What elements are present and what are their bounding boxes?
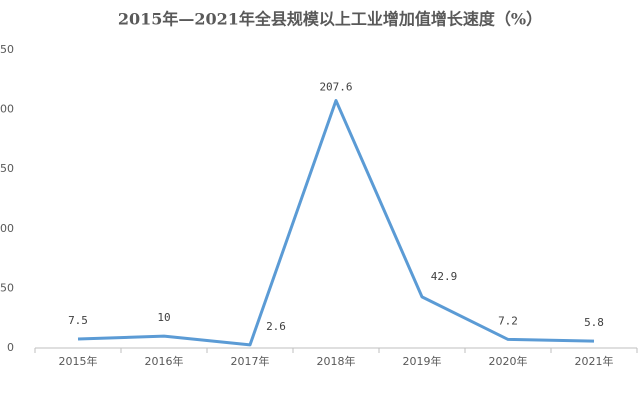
y-tick-label: 250 xyxy=(0,43,14,56)
y-tick-label: 0 xyxy=(7,341,14,354)
y-tick-label: 50 xyxy=(0,281,14,294)
data-label: 7.5 xyxy=(68,314,88,327)
x-tick-label: 2019年 xyxy=(403,354,442,368)
x-tick-label: 2017年 xyxy=(231,354,270,368)
y-tick-label: 150 xyxy=(0,162,14,175)
x-tick-label: 2016年 xyxy=(145,354,184,368)
x-tick-label: 2020年 xyxy=(489,354,528,368)
data-label: 42.9 xyxy=(431,270,458,283)
x-tick-label: 2015年 xyxy=(59,354,98,368)
x-tick-label: 2018年 xyxy=(317,354,356,368)
x-tick-label: 2021年 xyxy=(575,354,614,368)
y-tick-label: 200 xyxy=(0,103,14,116)
data-label: 10 xyxy=(157,311,170,324)
data-label: 7.2 xyxy=(498,314,518,327)
line xyxy=(77,99,595,347)
chart-title: 2015年—2021年全县规模以上工业增加值增长速度（%） xyxy=(118,10,542,29)
data-label: 2.6 xyxy=(266,320,286,333)
data-label: 207.6 xyxy=(319,81,352,94)
y-tick-label: 100 xyxy=(0,222,14,235)
data-label: 5.8 xyxy=(584,316,604,329)
